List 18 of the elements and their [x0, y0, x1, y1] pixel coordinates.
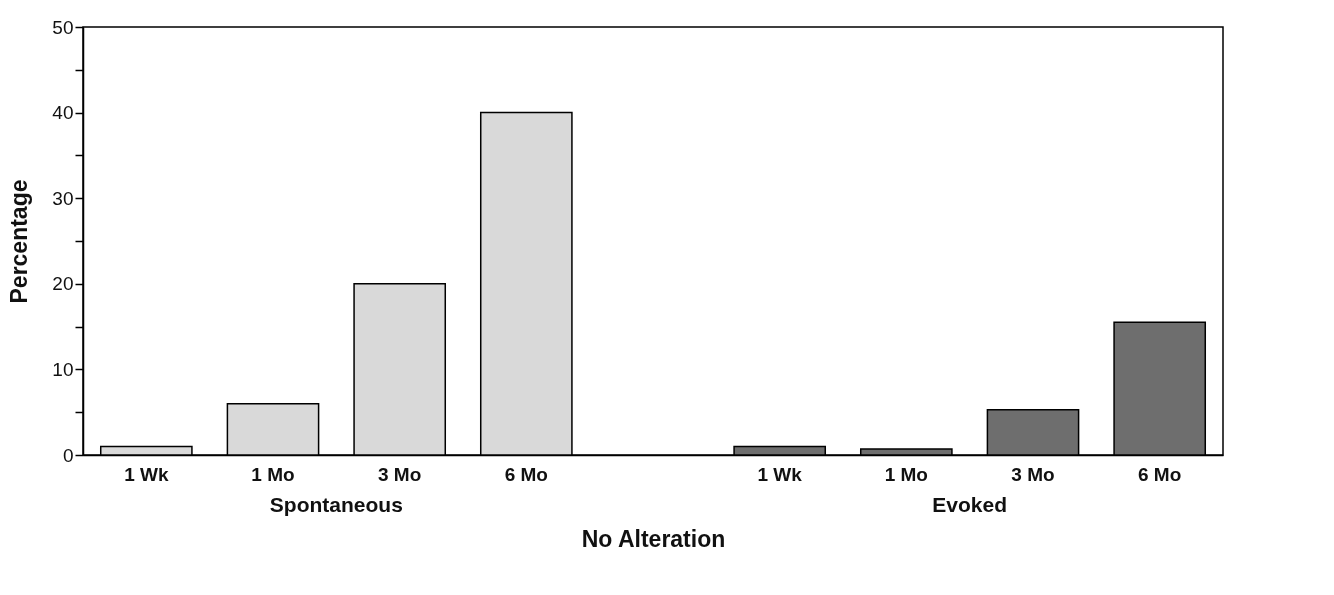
y-tick-label: 50: [52, 16, 74, 38]
x-tick-label: 1 Mo: [251, 463, 295, 485]
y-tick-label: 0: [62, 444, 74, 466]
x-tick-label: 1 Wk: [124, 463, 169, 485]
x-tick-label: 3 Mo: [1011, 463, 1055, 485]
x-tick-label: 6 Mo: [1138, 463, 1182, 485]
series-label: Evoked: [932, 493, 1008, 516]
x-tick-label: 3 Mo: [378, 463, 422, 485]
x-tick-label: 6 Mo: [504, 463, 548, 485]
x-tick-label: 1 Wk: [757, 463, 803, 485]
y-tick-label: 40: [52, 102, 74, 124]
y-tick-label: 20: [52, 273, 74, 295]
x-tick-label: 1 Mo: [884, 463, 928, 485]
series-label: Spontaneous: [269, 493, 403, 516]
y-tick-label: 10: [52, 358, 74, 380]
y-axis-title: Percentage: [6, 179, 33, 304]
x-axis-title: No Alteration: [581, 525, 726, 552]
y-tick-label: 30: [52, 187, 74, 209]
